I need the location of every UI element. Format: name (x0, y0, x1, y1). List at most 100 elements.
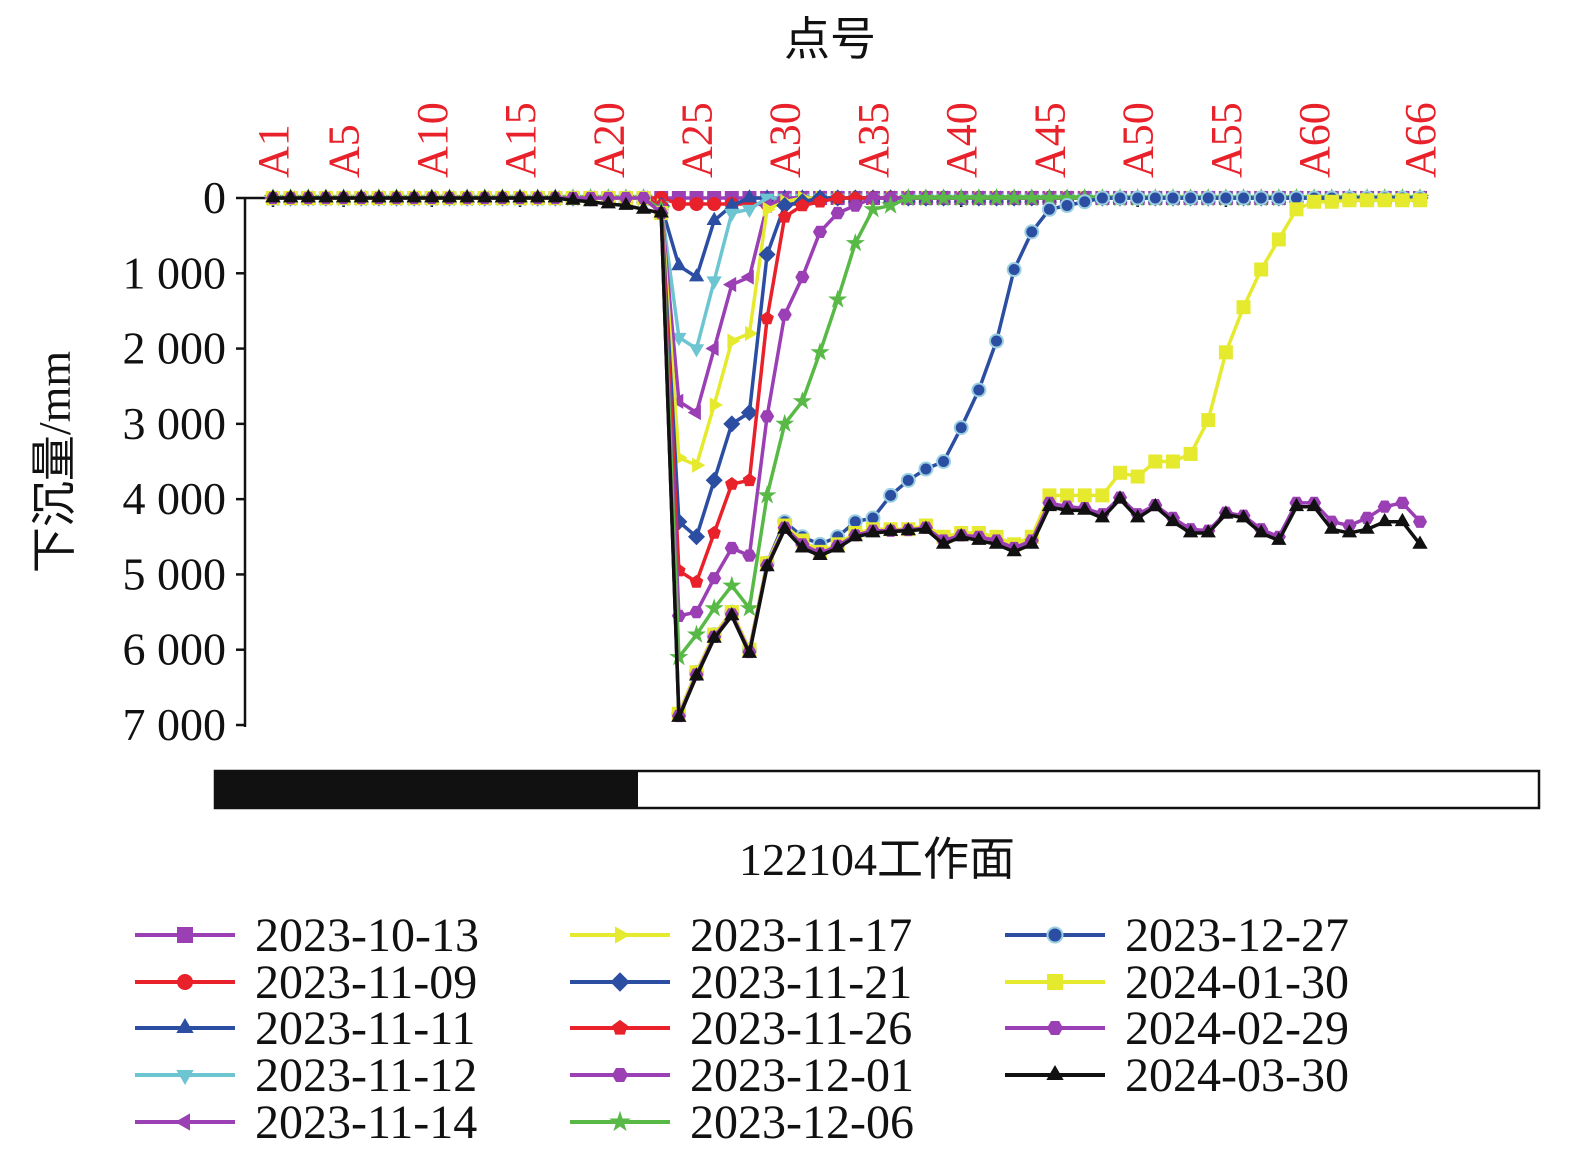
data-point (1377, 512, 1393, 527)
data-point (936, 454, 952, 469)
data-point (1218, 190, 1234, 206)
data-point (704, 598, 724, 617)
data-point (918, 520, 934, 534)
data-point (883, 487, 899, 503)
legend-label: 2023-12-06 (690, 1096, 914, 1149)
data-point (935, 535, 952, 549)
legend-item: 2023-11-26 (570, 1002, 912, 1055)
data-point (1130, 469, 1145, 484)
data-point (1377, 193, 1392, 208)
legend-label: 2023-12-01 (690, 1049, 914, 1102)
data-point (669, 647, 689, 666)
data-point (1288, 497, 1305, 512)
data-point (1039, 187, 1060, 207)
data-point (477, 189, 493, 203)
legend-item: 2023-11-17 (570, 909, 912, 962)
data-point (1148, 454, 1163, 469)
series (263, 187, 1430, 666)
data-point (883, 522, 899, 536)
data-point (635, 200, 652, 214)
data-point (724, 607, 740, 621)
data-point (830, 206, 845, 220)
data-point (918, 461, 934, 477)
data-point (722, 276, 737, 293)
data-point (739, 598, 760, 617)
legend-label: 2023-11-11 (255, 1002, 475, 1055)
data-point (1059, 501, 1075, 515)
data-point (687, 404, 701, 421)
data-point (1077, 194, 1093, 210)
data-point (830, 190, 845, 204)
data-point (847, 527, 863, 542)
legend-marker (1046, 1021, 1064, 1035)
data-point (988, 535, 1005, 549)
data-point (741, 189, 758, 203)
legend-marker (176, 1070, 194, 1085)
legend-label: 2023-10-13 (255, 909, 479, 962)
data-point (951, 187, 971, 207)
data-point (792, 391, 812, 410)
data-point (1094, 190, 1110, 206)
series (268, 190, 1429, 473)
data-point (795, 270, 810, 284)
x-tick-label: A30 (761, 102, 810, 178)
x-tick-label: A25 (673, 102, 722, 178)
data-point (759, 558, 775, 572)
data-point (1024, 535, 1040, 549)
legend-item: 2024-03-30 (1005, 1049, 1349, 1102)
data-point (1059, 198, 1075, 214)
data-point (1165, 454, 1180, 469)
data-point (778, 209, 792, 223)
data-point (565, 191, 581, 205)
legend-item: 2023-11-11 (135, 1002, 475, 1055)
data-point (1041, 201, 1057, 217)
data-point (881, 195, 901, 214)
data-point (353, 189, 369, 203)
y-axis-title: 下沉量/mm (29, 351, 80, 574)
data-point (760, 410, 775, 423)
data-point (706, 211, 722, 225)
data-point (709, 397, 724, 413)
data-point (1130, 509, 1146, 523)
legend-marker (177, 927, 193, 943)
data-point (813, 194, 827, 208)
data-point (300, 189, 316, 203)
data-point (1412, 515, 1428, 528)
data-point (688, 344, 705, 358)
y-tick-label: 2 000 (123, 323, 227, 374)
data-point (900, 472, 916, 488)
data-point (1006, 542, 1022, 557)
data-point (707, 525, 721, 539)
data-point (687, 528, 706, 546)
data-point (459, 189, 475, 203)
data-point (1094, 509, 1110, 523)
series (265, 189, 1428, 722)
data-point (265, 189, 281, 203)
data-point (1077, 501, 1093, 515)
series (265, 191, 1428, 622)
x-tick-label: A5 (320, 124, 369, 178)
data-point (740, 404, 758, 422)
data-point (1253, 524, 1269, 538)
data-point (795, 198, 810, 212)
data-point (636, 191, 651, 205)
legend-item: 2023-11-09 (135, 956, 477, 1009)
legend-label: 2023-11-21 (690, 956, 912, 1009)
data-point (705, 340, 719, 357)
data-point (933, 188, 954, 207)
data-point (762, 201, 776, 217)
legend-item: 2023-12-01 (570, 1049, 914, 1102)
data-point (371, 189, 387, 203)
legend-label: 2023-11-14 (255, 1096, 477, 1149)
data-point (988, 333, 1004, 349)
x-tick-label: A15 (496, 102, 545, 178)
legend-label: 2023-11-26 (690, 1002, 912, 1055)
data-point (777, 520, 793, 534)
data-point (388, 189, 405, 203)
data-point (1360, 193, 1375, 208)
data-point (1324, 194, 1339, 209)
data-point (1271, 190, 1287, 206)
data-point (1218, 505, 1234, 519)
data-point (1235, 509, 1252, 523)
data-point (725, 476, 739, 490)
